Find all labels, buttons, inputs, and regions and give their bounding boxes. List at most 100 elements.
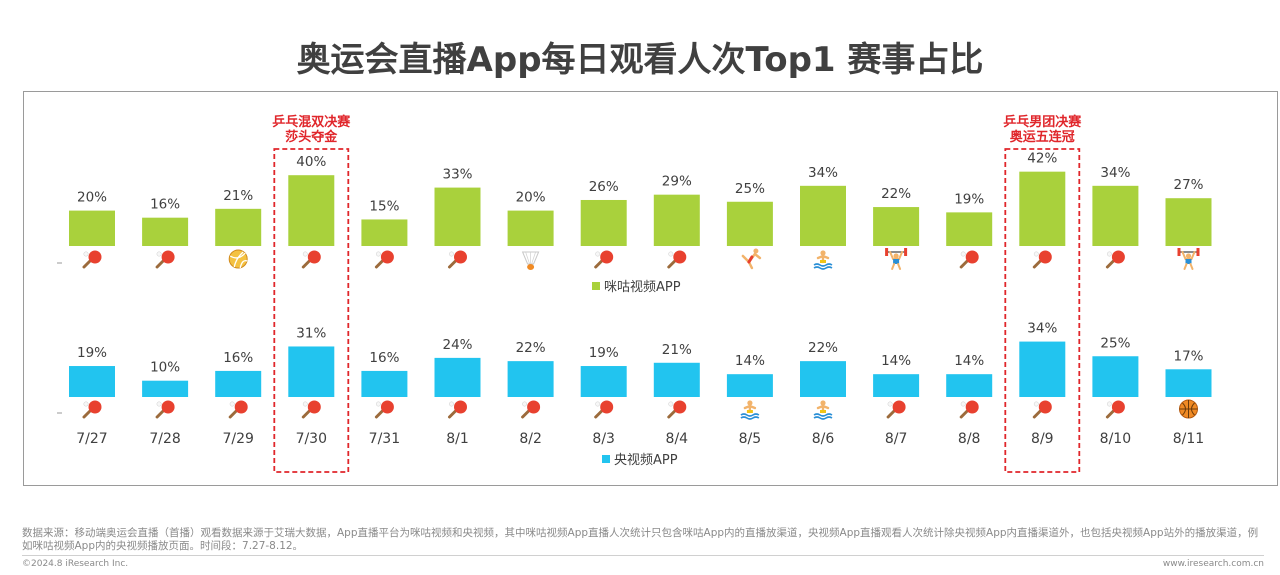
legend-migu: 咪咕视频APP	[592, 279, 681, 295]
table-tennis-icon	[1105, 250, 1125, 269]
category-label: 8/7	[885, 431, 908, 447]
table-tennis-icon	[959, 250, 979, 269]
migu-bar-8-6	[800, 185, 846, 246]
data-label: 14%	[881, 353, 911, 369]
migu-bar-7-31	[361, 219, 408, 246]
badminton-icon	[521, 251, 540, 270]
weightlifting-icon	[1177, 248, 1200, 270]
volleyball-icon	[228, 249, 248, 269]
table-tennis-icon	[155, 250, 175, 269]
legend-swatch	[592, 282, 600, 290]
table-tennis-icon	[667, 250, 687, 269]
data-label: 25%	[1100, 335, 1130, 351]
migu-bar-7-27	[69, 210, 115, 246]
data-label: 27%	[1173, 177, 1203, 193]
table-tennis-icon	[1032, 250, 1052, 269]
highlight-box-8-9	[1004, 148, 1081, 473]
data-label: 26%	[589, 179, 619, 195]
data-label: 14%	[954, 353, 984, 369]
table-tennis-icon	[82, 250, 102, 269]
data-label: 31%	[296, 325, 326, 341]
gymnastics-icon	[741, 248, 762, 270]
data-label: 34%	[1027, 321, 1057, 337]
copyright-text: ©2024.8 iResearch Inc.	[22, 559, 129, 569]
data-label: 40%	[296, 154, 326, 170]
table-tennis-icon	[82, 400, 102, 419]
diving-icon	[740, 400, 760, 420]
data-label: 22%	[808, 340, 838, 356]
data-label: 42%	[1027, 151, 1057, 167]
bar-chart: 20% 16% 21% 40% 15% 33% 20% 26% 29% 25% 34% 22% 19% 4…	[57, 114, 1212, 473]
cctv-bar-8-3	[580, 366, 627, 397]
category-label: 8/11	[1173, 431, 1204, 447]
migu-bar-8-10	[1092, 185, 1139, 246]
migu-bar-8-7	[873, 207, 920, 246]
cctv-bar-8-6	[800, 361, 846, 397]
data-label: 21%	[223, 188, 253, 204]
cctv-bar-7-31	[361, 370, 408, 397]
cctv-bar-8-2	[507, 361, 554, 397]
legend-swatch	[602, 455, 610, 463]
category-label: 7/27	[76, 431, 107, 447]
cctv-bar-7-29	[215, 370, 262, 397]
data-label: 22%	[516, 340, 546, 356]
table-tennis-icon	[228, 400, 248, 419]
category-label: 8/3	[592, 431, 615, 447]
highlight-annotation: 乒乓男团决赛	[1003, 114, 1082, 130]
table-tennis-icon	[594, 400, 614, 419]
migu-bar-8-2	[507, 210, 554, 246]
migu-bar-8-1	[434, 187, 481, 246]
category-label: 7/28	[149, 431, 180, 447]
cctv-bar-7-28	[142, 380, 189, 397]
data-label: 16%	[223, 350, 253, 366]
data-label: 29%	[662, 174, 692, 190]
table-tennis-icon	[448, 250, 467, 269]
category-label: 8/10	[1100, 431, 1131, 447]
migu-bar-8-9	[1019, 171, 1066, 246]
footer-divider	[22, 555, 1264, 556]
table-tennis-icon	[1032, 400, 1052, 419]
cctv-bar-8-4	[653, 362, 700, 397]
table-tennis-icon	[301, 400, 321, 419]
data-label: 20%	[77, 190, 107, 206]
legend-cctv: 央视频APP	[602, 453, 678, 468]
data-label: 33%	[442, 167, 472, 183]
migu-bar-8-5	[726, 201, 773, 246]
legend-label: 央视频APP	[614, 453, 678, 468]
migu-bar-8-11	[1165, 198, 1212, 246]
category-label: 7/30	[296, 431, 327, 447]
table-tennis-icon	[667, 400, 687, 419]
category-label: 8/2	[519, 431, 542, 447]
category-label: 8/5	[739, 431, 762, 447]
data-label: 19%	[77, 345, 107, 361]
cctv-bar-8-8	[946, 374, 993, 397]
diving-icon	[813, 250, 833, 270]
category-label: 7/29	[222, 431, 253, 447]
table-tennis-icon	[886, 400, 906, 419]
category-label: 8/6	[812, 431, 835, 447]
migu-bar-7-30	[288, 175, 335, 246]
category-label: 8/4	[666, 431, 689, 447]
data-label: 15%	[369, 198, 399, 214]
table-tennis-icon	[1105, 400, 1125, 419]
cctv-bar-7-27	[69, 366, 115, 397]
data-label: 16%	[369, 350, 399, 366]
category-label: 8/1	[446, 431, 469, 447]
diving-icon	[813, 400, 833, 420]
highlight-annotation: 乒乓混双决赛	[272, 114, 351, 130]
table-tennis-icon	[374, 400, 394, 419]
migu-bar-8-8	[946, 212, 993, 246]
category-label: 7/31	[369, 431, 400, 447]
data-source-note: 数据来源：移动端奥运会直播（首播）观看数据来源于艾瑞大数据，App直播平台为咪咕…	[22, 527, 1259, 552]
migu-bar-7-29	[215, 208, 262, 246]
data-label: 34%	[1100, 165, 1130, 181]
data-label: 14%	[735, 353, 765, 369]
highlight-annotation: 奥运五连冠	[1010, 129, 1075, 145]
highlight-annotation: 莎头夺金	[285, 129, 338, 145]
category-label: 8/9	[1031, 431, 1054, 447]
table-tennis-icon	[594, 250, 614, 269]
weightlifting-icon	[885, 248, 908, 270]
data-label: 21%	[662, 342, 692, 358]
cctv-bar-8-10	[1092, 356, 1139, 397]
data-label: 19%	[954, 191, 984, 207]
